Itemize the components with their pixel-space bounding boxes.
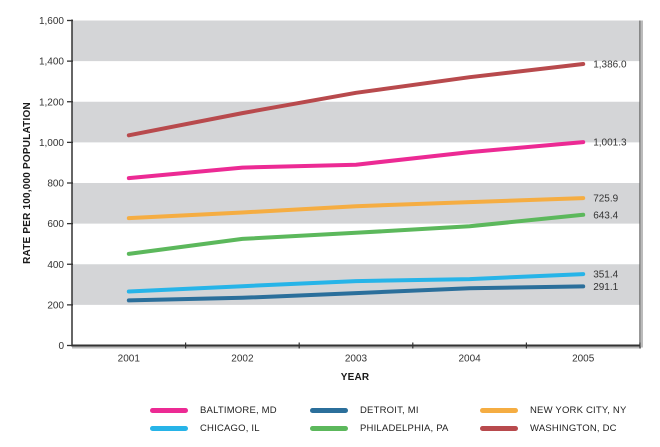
y-tick-label: 1,400 — [39, 57, 64, 68]
legend-item: PHILADELPHIA, PA — [310, 421, 449, 435]
legend-swatch — [150, 425, 188, 431]
y-tick-label: 1,200 — [39, 97, 64, 108]
legend-label: BALTIMORE, MD — [200, 404, 277, 416]
series-line-detroit-mi — [126, 284, 586, 303]
x-tick-label: 2005 — [572, 354, 595, 365]
legend-label: PHILADELPHIA, PA — [360, 422, 449, 434]
grid-band — [72, 101, 640, 143]
legend-swatch — [310, 407, 348, 413]
legend-item: BALTIMORE, MD — [150, 403, 277, 417]
x-tick-label: 2002 — [231, 354, 254, 365]
y-tick-label: 800 — [47, 179, 64, 190]
grid-band — [72, 20, 640, 62]
series-line-new-york-city-ny — [126, 196, 586, 221]
x-tick-label: 2003 — [345, 354, 368, 365]
end-value-label: 351.4 — [593, 270, 618, 281]
end-value-label: 643.4 — [593, 210, 618, 221]
legend-label: DETROIT, MI — [360, 404, 419, 416]
legend-item: WASHINGTON, DC — [480, 421, 617, 435]
y-tick-label: 0 — [58, 341, 64, 352]
end-value-label: 1,386.0 — [593, 59, 627, 70]
series-line-baltimore-md — [126, 140, 586, 181]
legend-label: NEW YORK CITY, NY — [530, 404, 627, 416]
x-tick-label: 2001 — [118, 354, 141, 365]
legend-label: WASHINGTON, DC — [530, 422, 617, 434]
y-tick-label: 200 — [47, 300, 64, 311]
legend-item: NEW YORK CITY, NY — [480, 403, 626, 417]
legend-item: DETROIT, MI — [310, 403, 419, 417]
y-tick-label: 1,600 — [39, 16, 64, 27]
y-tick-label: 400 — [47, 260, 64, 271]
x-axis-title: YEAR — [341, 372, 370, 383]
series-line-washington-dc — [126, 62, 586, 138]
end-value-label: 725.9 — [593, 194, 618, 205]
y-axis-ticks: 0 200 400 600 800 1,000 1,200 1,400 1,600 — [39, 16, 73, 352]
legend-swatch — [310, 425, 348, 431]
series-line-chicago-il — [126, 272, 586, 294]
legend-swatch — [480, 407, 518, 413]
end-value-label: 291.1 — [593, 282, 618, 293]
end-value-label: 1,001.3 — [593, 138, 627, 149]
series-line-philadelphia-pa — [126, 212, 586, 256]
grid-bands — [72, 20, 640, 305]
legend-label: CHICAGO, IL — [200, 422, 260, 434]
y-tick-label: 1,000 — [39, 138, 64, 149]
x-axis-ticks: 2001 2002 2003 2004 2005 — [118, 342, 641, 365]
series-lines — [126, 62, 586, 303]
legend: BALTIMORE, MD CHICAGO, IL DETROIT, MI PHILA… — [150, 403, 650, 439]
y-tick-label: 600 — [47, 219, 64, 230]
end-value-labels: 1,001.3 643.4 351.4 725.9 291.1 1,386.0 — [593, 59, 627, 292]
legend-item: CHICAGO, IL — [150, 421, 260, 435]
y-axis-title: RATE PER 100,000 POPULATION — [22, 102, 33, 264]
x-tick-label: 2004 — [458, 354, 481, 365]
legend-swatch — [150, 407, 188, 413]
legend-swatch — [480, 425, 518, 431]
